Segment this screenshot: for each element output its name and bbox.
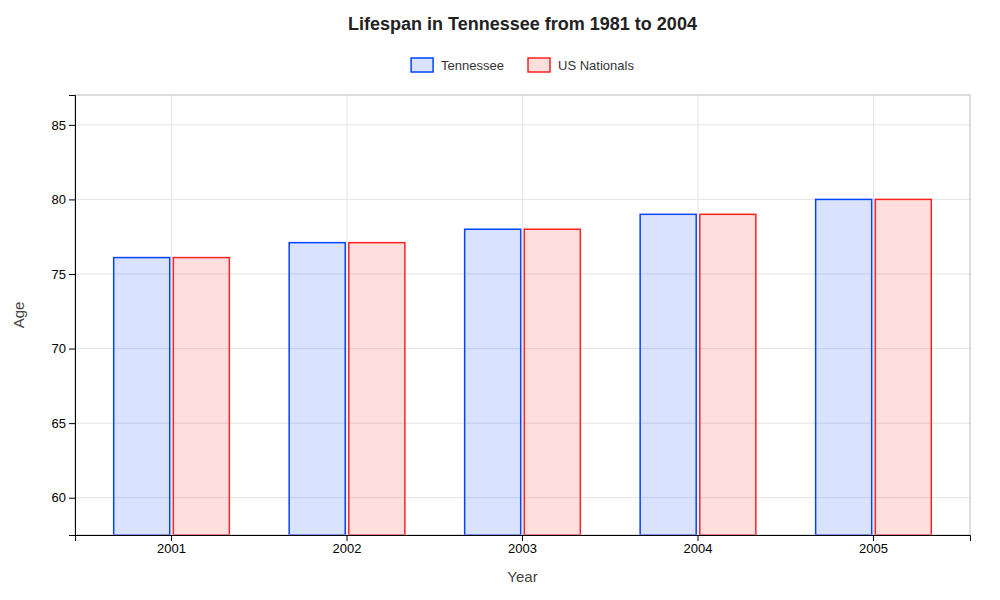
bar: [524, 229, 580, 535]
tick-label: 2001: [157, 541, 186, 556]
bar: [173, 258, 229, 535]
tick-mark: [69, 423, 75, 424]
legend: Tennessee US Nationals: [411, 58, 634, 73]
tick: 85: [52, 117, 75, 132]
grid-line: [171, 95, 172, 535]
tick-mark: [347, 535, 348, 541]
tick: 2003: [508, 535, 537, 556]
axis-line: [69, 96, 76, 536]
grid-line: [697, 95, 698, 535]
bar: [349, 243, 405, 535]
bar: [875, 199, 931, 535]
tick-label: 65: [52, 416, 66, 431]
tick-mark: [873, 535, 874, 541]
tick-mark: [69, 349, 75, 350]
grid: [75, 95, 970, 535]
tick: 2005: [859, 535, 888, 556]
tick: 65: [52, 416, 75, 431]
tick: 70: [52, 341, 75, 356]
grid-line: [522, 95, 523, 535]
tick: 2004: [684, 535, 713, 556]
tick: 75: [52, 267, 75, 282]
bar: [816, 199, 872, 535]
bar: [465, 229, 521, 535]
tick-label: 60: [52, 490, 66, 505]
bar-series: [114, 199, 872, 535]
legend-swatch: [411, 58, 433, 72]
tick: 80: [52, 192, 75, 207]
bar: [114, 258, 170, 535]
title: Lifespan in Tennessee from 1981 to 2004: [348, 14, 697, 34]
tick-label: 2004: [684, 541, 713, 556]
tick-label: 2002: [333, 541, 362, 556]
bar-series: [173, 199, 931, 535]
tick-label: 2005: [859, 541, 888, 556]
tick-label: 70: [52, 341, 66, 356]
tick-label: 75: [52, 267, 66, 282]
x-axis-title: Year: [507, 568, 537, 585]
tick-mark: [69, 125, 75, 126]
bar: [640, 214, 696, 535]
bar: [700, 214, 756, 535]
y-axis-title: Age: [10, 302, 27, 329]
x-axis: 2001 2002 2003 2004 2005: [76, 535, 971, 556]
legend-label: US Nationals: [558, 58, 634, 73]
tick-mark: [69, 199, 75, 200]
bars: [114, 199, 932, 535]
bar: [289, 243, 345, 535]
tick: 2002: [333, 535, 362, 556]
legend-label: Tennessee: [441, 58, 504, 73]
tick-label: 80: [52, 192, 66, 207]
tick-mark: [69, 498, 75, 499]
plot-frame: [75, 95, 970, 535]
tick-mark: [69, 274, 75, 275]
tick-label: 85: [52, 117, 66, 132]
tick: 60: [52, 490, 75, 505]
y-axis: 60 65 70 75 80 85: [52, 96, 76, 536]
tick: 2001: [157, 535, 186, 556]
axis-line: [76, 536, 971, 542]
grid-line: [873, 95, 874, 535]
legend-item: US Nationals: [528, 58, 634, 73]
chart: Lifespan in Tennessee from 1981 to 2004 2…: [0, 0, 1000, 600]
tick-label: 2003: [508, 541, 537, 556]
legend-item: Tennessee: [411, 58, 504, 73]
tick-mark: [522, 535, 523, 541]
grid-line: [347, 95, 348, 535]
tick-mark: [171, 535, 172, 541]
tick-mark: [697, 535, 698, 541]
legend-swatch: [528, 58, 550, 72]
